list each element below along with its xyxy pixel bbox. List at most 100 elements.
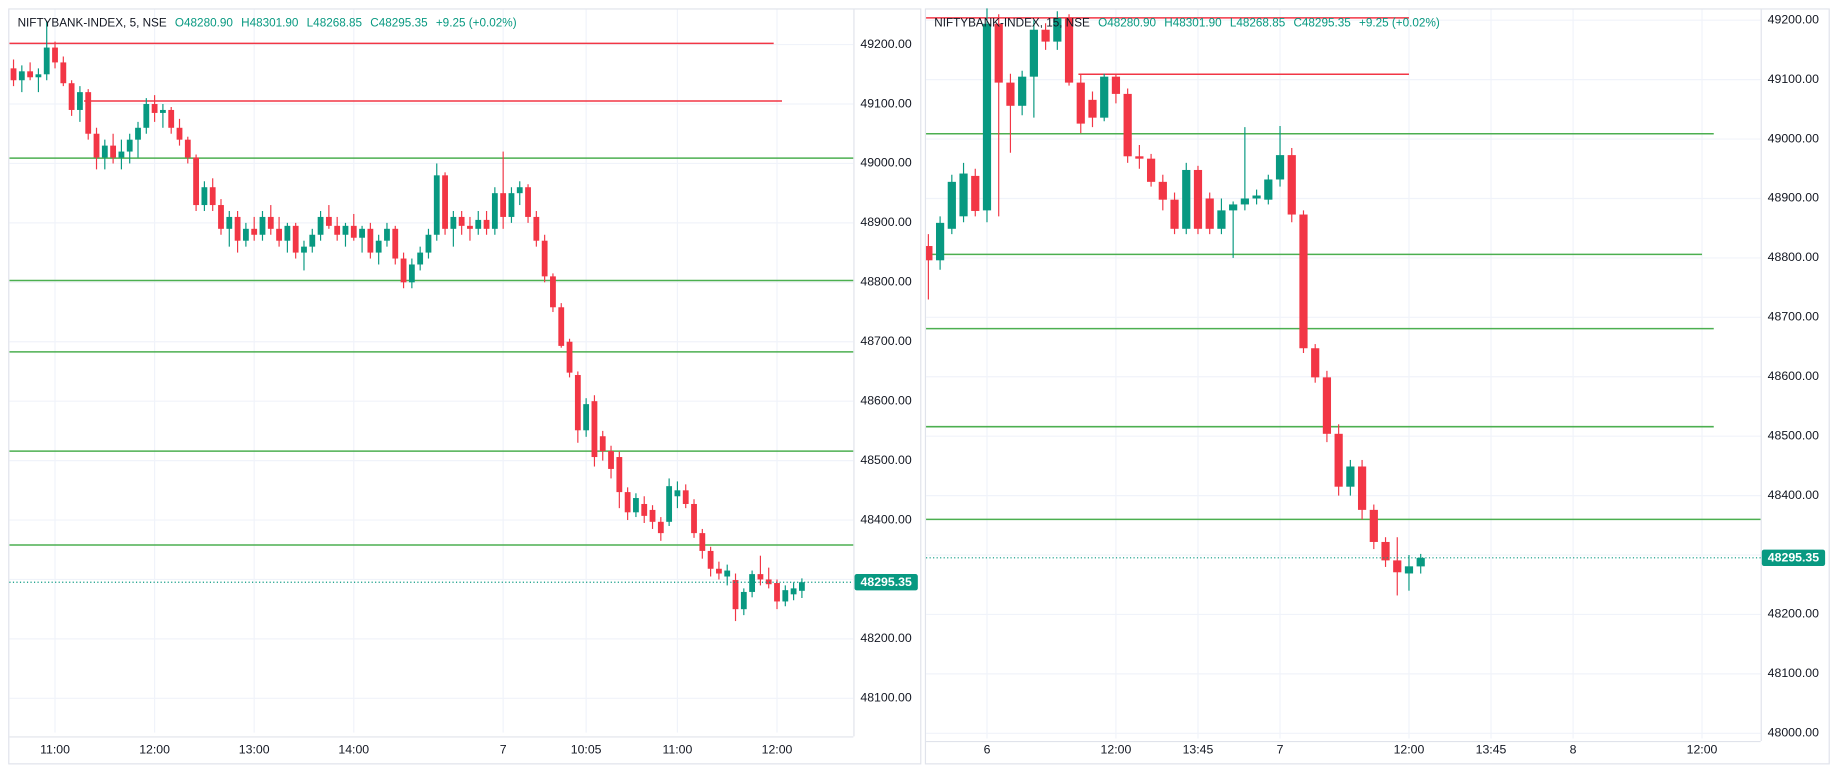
candle-body	[558, 307, 565, 346]
candle-body	[1240, 198, 1249, 205]
y-tick-label: 48500.00	[1768, 428, 1819, 442]
candle-body	[176, 127, 183, 140]
right-panel-border	[924, 8, 1830, 765]
candle-body	[1041, 29, 1050, 42]
y-tick-label: 48100.00	[1768, 666, 1819, 680]
candle-body	[1229, 204, 1238, 211]
x-tick-label: 8	[1570, 743, 1577, 757]
candle-body	[10, 68, 17, 81]
candle-body	[350, 225, 357, 238]
candle-body	[384, 228, 390, 241]
candle-body	[1381, 541, 1390, 561]
candle-body	[935, 222, 945, 261]
y-tick-label: 48200.00	[860, 631, 911, 645]
candle-body	[971, 175, 980, 211]
candle-body	[317, 216, 324, 235]
candle-body	[242, 228, 249, 241]
candle-body	[201, 187, 208, 206]
candle-body	[774, 583, 780, 602]
y-tick-label: 48400.00	[860, 512, 911, 526]
x-tick-label: 13:45	[1183, 743, 1214, 757]
candle-body	[68, 83, 75, 110]
candle-body	[77, 92, 83, 110]
candle-body	[433, 175, 440, 235]
y-tick-label: 48200.00	[1768, 607, 1819, 621]
candle-body	[947, 181, 956, 229]
candle-body	[1252, 195, 1261, 199]
candle-body	[674, 490, 681, 497]
legend-close: C48295.35	[1293, 17, 1351, 30]
candle-body	[408, 264, 415, 283]
candle-body	[218, 205, 224, 229]
candle-body	[516, 187, 523, 194]
candle-body	[500, 193, 507, 217]
candle-body	[1346, 466, 1355, 487]
candle-body	[641, 503, 648, 516]
x-tick-label: 11:00	[40, 743, 70, 757]
plot-area	[926, 8, 1761, 739]
x-tick-label: 12:00	[762, 743, 793, 757]
legend-open: O48280.90	[175, 17, 233, 30]
candle-body	[799, 582, 805, 591]
legend-open: O48280.90	[1098, 17, 1156, 30]
y-tick-label: 48800.00	[860, 275, 911, 289]
candle-body	[591, 401, 598, 458]
candle-body	[657, 521, 664, 534]
x-tick-label: 12:00	[139, 743, 170, 757]
candle-body	[85, 92, 92, 134]
candle-body	[1275, 155, 1285, 180]
candle-body	[1217, 210, 1226, 229]
candle-body	[442, 175, 448, 229]
candle-body	[259, 216, 266, 235]
legend-change: +9.25 (+0.02%)	[436, 17, 517, 30]
candle-body	[126, 139, 133, 152]
candle-body	[267, 216, 274, 229]
x-tick-label: 14:00	[338, 743, 369, 757]
candle-body	[732, 580, 739, 610]
y-tick-label: 48900.00	[860, 215, 911, 229]
candle-body	[118, 151, 125, 158]
candle-body	[27, 71, 34, 78]
x-tick-label: 7	[1277, 743, 1284, 757]
x-tick-label: 10:05	[571, 743, 602, 757]
candle-body	[1311, 348, 1320, 378]
candle-body	[458, 216, 465, 226]
y-tick-label: 48500.00	[860, 453, 911, 467]
legend-high: H48301.90	[241, 17, 299, 30]
candle-body	[765, 579, 772, 585]
candle-body	[994, 23, 1003, 83]
plot-area	[9, 9, 854, 733]
candle-body	[359, 228, 365, 238]
y-tick-label: 49200.00	[1768, 12, 1819, 26]
last-price-tag	[854, 574, 918, 591]
candle-body	[583, 404, 590, 431]
candle-body	[982, 23, 992, 211]
candle-body	[334, 225, 341, 235]
candle-body	[682, 490, 689, 504]
candle-body	[633, 498, 639, 513]
y-tick-label: 49100.00	[860, 96, 911, 110]
x-tick-label: 7	[500, 743, 507, 757]
candle-body	[276, 228, 282, 241]
legend-high: H48301.90	[1164, 17, 1222, 30]
candle-body	[367, 228, 374, 253]
y-tick-label: 48400.00	[1768, 488, 1819, 502]
candle-body	[226, 216, 233, 229]
candle-body	[666, 486, 673, 522]
candle-body	[1205, 198, 1214, 229]
candle-body	[1006, 82, 1015, 106]
candle-body	[284, 225, 291, 241]
candle-body	[757, 574, 764, 580]
candle-body	[533, 216, 540, 241]
candle-body	[1287, 155, 1296, 215]
y-tick-label: 48600.00	[1768, 369, 1819, 383]
candle-body	[1135, 156, 1144, 159]
y-tick-label: 48000.00	[1768, 726, 1819, 740]
candle-body	[1299, 214, 1308, 349]
legend-symbol: NIFTYBANK-INDEX, 15, NSE	[934, 17, 1090, 30]
candle-body	[234, 216, 241, 241]
candle-body	[1158, 181, 1167, 200]
x-tick-label: 12:00	[1687, 743, 1718, 757]
candle-body	[60, 62, 67, 84]
